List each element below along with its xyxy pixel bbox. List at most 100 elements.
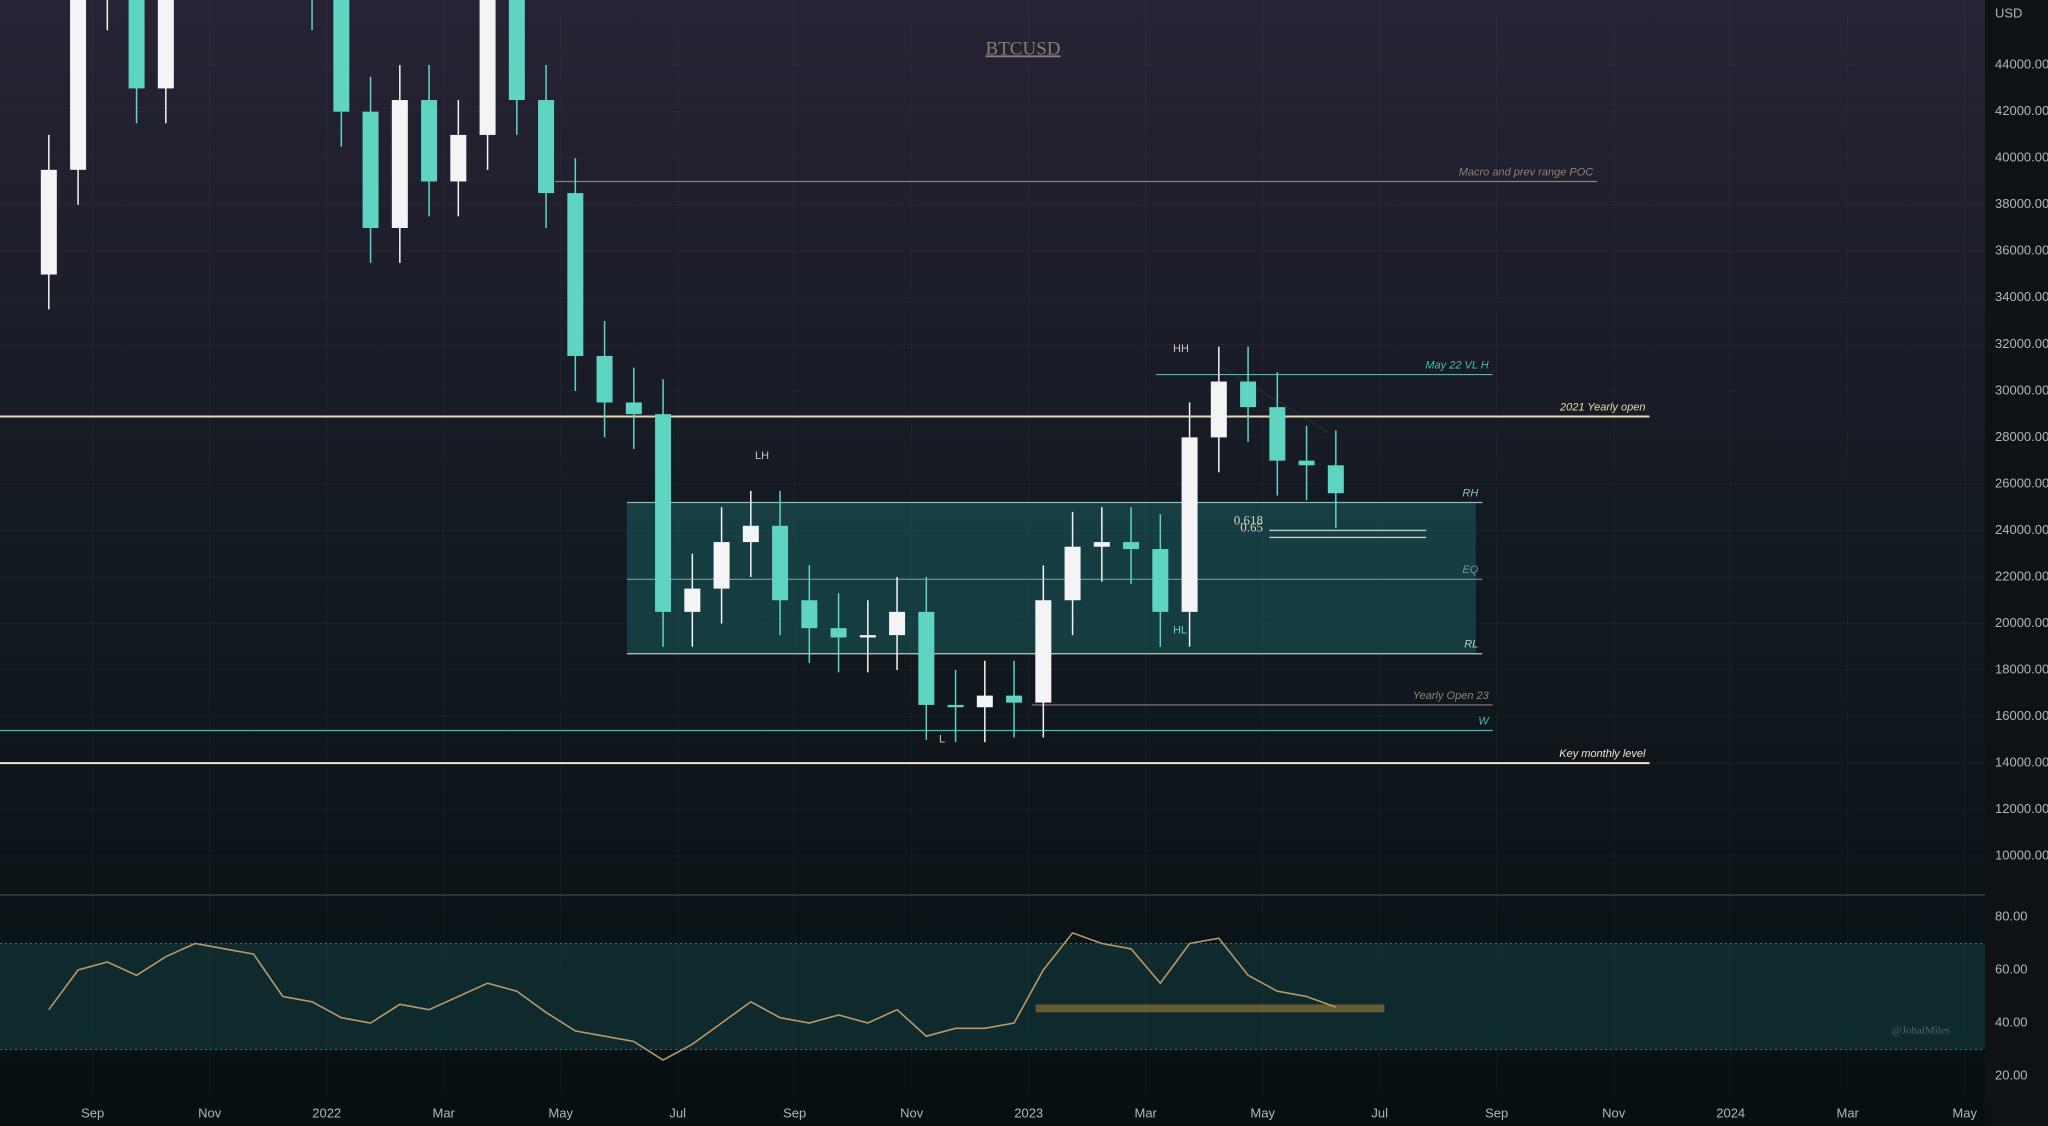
rsi-zone	[1035, 1004, 1385, 1013]
swing-label: HL	[1173, 624, 1187, 636]
y-tick-label: 34000.00	[1995, 289, 2048, 304]
x-tick-label: Mar	[1837, 1105, 1860, 1120]
level-label: RL	[1464, 639, 1478, 651]
candle-body	[1210, 381, 1227, 438]
y-tick-label: 24000.00	[1995, 522, 2048, 537]
candle-body	[684, 588, 701, 612]
x-tick-label: Jul	[1371, 1105, 1388, 1120]
level-label: EQ	[1462, 564, 1478, 576]
level-label: May 22 VL H	[1425, 359, 1488, 371]
chart-title: BTCUSD	[986, 38, 1061, 59]
y-tick-label: 16000.00	[1995, 708, 2048, 723]
y-tick-label: 38000.00	[1995, 196, 2048, 211]
candle-body	[333, 0, 350, 112]
candle-body	[567, 193, 584, 356]
candle-body	[889, 611, 906, 636]
candle-body	[40, 169, 57, 275]
rsi-tick-label: 80.00	[1995, 908, 2028, 923]
candle-body	[742, 525, 759, 543]
x-tick-label: 2024	[1716, 1105, 1745, 1120]
y-tick-label: 36000.00	[1995, 243, 2048, 258]
fib-label: 0.65	[1240, 519, 1263, 534]
x-tick-label: Mar	[433, 1105, 456, 1120]
y-tick-label: 14000.00	[1995, 755, 2048, 770]
candle-body	[625, 402, 642, 415]
candle-body	[1269, 407, 1286, 461]
candle-body	[1064, 546, 1081, 601]
level-label: 2021 Yearly open	[1559, 401, 1645, 413]
rsi-tick-label: 60.00	[1995, 961, 2028, 976]
x-tick-label: Nov	[900, 1105, 924, 1120]
candle-body	[772, 525, 789, 601]
level-label: Yearly Open 23	[1413, 690, 1490, 702]
y-tick-label: 18000.00	[1995, 661, 2048, 676]
candle-body	[1240, 381, 1257, 408]
swing-label: LH	[755, 450, 769, 462]
x-tick-label: Jul	[669, 1105, 686, 1120]
y-tick-label: 42000.00	[1995, 103, 2048, 118]
rsi-tick-label: 20.00	[1995, 1067, 2028, 1082]
x-tick-label: 2023	[1014, 1105, 1043, 1120]
price-axis-bg	[1985, 0, 2048, 1126]
axis-unit: USD	[1995, 5, 2022, 20]
rsi-tick-label: 40.00	[1995, 1014, 2028, 1029]
candle-body	[918, 611, 935, 705]
y-tick-label: 22000.00	[1995, 568, 2048, 583]
watermark: @JohalMiles	[1892, 1025, 1950, 1037]
candle-body	[1035, 600, 1052, 703]
rsi-line	[48, 931, 1337, 1062]
y-tick-label: 12000.00	[1995, 801, 2048, 816]
candle-body	[1006, 695, 1023, 703]
level-label: W	[1478, 715, 1490, 727]
trendline	[1220, 366, 1329, 433]
y-tick-label: 32000.00	[1995, 336, 2048, 351]
x-tick-label: May	[548, 1105, 573, 1120]
candle-body	[128, 0, 145, 89]
x-tick-label: May	[1250, 1105, 1275, 1120]
x-tick-label: Sep	[1485, 1105, 1508, 1120]
x-tick-label: Nov	[198, 1105, 222, 1120]
price-pane: Macro and prev range POC May 22 VL H 2021 …	[0, 0, 1650, 765]
swing-label: HH	[1173, 343, 1189, 355]
candle-body	[391, 100, 408, 228]
fib-label: 0.618	[1234, 512, 1263, 527]
candle-body	[859, 635, 876, 638]
candle-body	[1298, 460, 1315, 466]
x-tick-label: Sep	[81, 1105, 104, 1120]
x-tick-label: May	[1952, 1105, 1977, 1120]
x-tick-label: Sep	[783, 1105, 806, 1120]
candle-body	[1093, 542, 1110, 547]
candle-body	[1152, 549, 1169, 612]
candle-body	[362, 111, 379, 228]
y-tick-label: 28000.00	[1995, 429, 2048, 444]
candle-body	[421, 100, 438, 182]
y-tick-label: 44000.00	[1995, 57, 2048, 72]
x-tick-label: Nov	[1602, 1105, 1626, 1120]
candle-body	[655, 414, 672, 612]
y-tick-label: 26000.00	[1995, 475, 2048, 490]
level-label: RH	[1462, 487, 1478, 499]
candle-body	[538, 100, 555, 194]
rsi-pane	[0, 931, 1985, 1062]
candle-body	[70, 0, 87, 170]
candle-body	[157, 0, 174, 89]
candle-body	[596, 355, 613, 403]
candle-body	[1327, 465, 1344, 494]
candle-body	[830, 628, 847, 638]
x-tick-label: Mar	[1135, 1105, 1158, 1120]
level-label: Macro and prev range POC	[1459, 166, 1594, 178]
rsi-band	[0, 943, 1985, 1050]
range-box	[626, 502, 1476, 654]
candle-body	[947, 704, 964, 708]
level-label: Key monthly level	[1559, 748, 1646, 760]
y-tick-label: 40000.00	[1995, 150, 2048, 165]
candle-body	[713, 542, 730, 589]
y-tick-label: 30000.00	[1995, 382, 2048, 397]
candle-body	[801, 600, 818, 629]
swing-label: L	[939, 734, 945, 746]
candle-body	[976, 695, 993, 708]
y-tick-label: 20000.00	[1995, 615, 2048, 630]
